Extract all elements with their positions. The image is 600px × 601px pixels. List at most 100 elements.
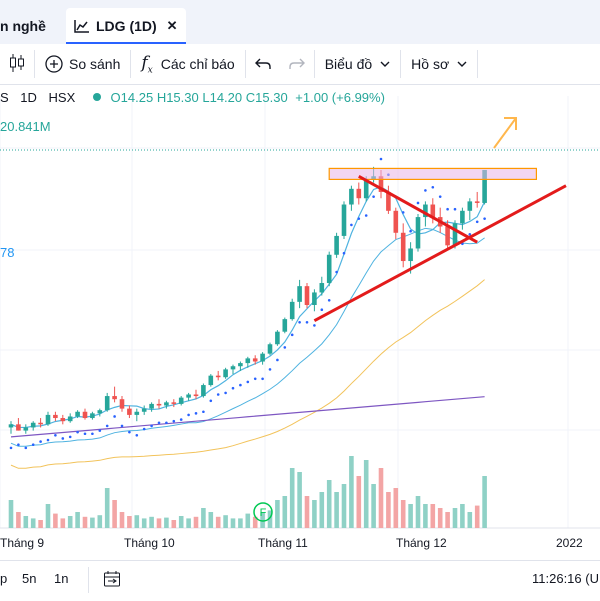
chevron-down-icon bbox=[457, 61, 467, 67]
volume-bar bbox=[437, 508, 443, 528]
candle-body bbox=[16, 424, 21, 431]
clock-time: 11:26:16 (U bbox=[532, 571, 599, 586]
candle-body bbox=[8, 424, 14, 428]
range-button-1n[interactable]: 1n bbox=[54, 571, 69, 586]
sar-dot bbox=[179, 418, 183, 421]
candle-body bbox=[23, 427, 29, 431]
high-value: H15.30 bbox=[156, 90, 199, 105]
candle-body bbox=[119, 399, 125, 409]
x-tick-label: Tháng 9 bbox=[0, 536, 44, 550]
sar-dot bbox=[216, 393, 220, 396]
volume-bar bbox=[252, 516, 258, 528]
candle-body bbox=[208, 375, 214, 386]
sar-dot bbox=[379, 157, 383, 161]
volume-bar bbox=[312, 500, 317, 528]
candle-body bbox=[186, 394, 191, 398]
volume-bar bbox=[112, 500, 117, 528]
volume-bar bbox=[119, 512, 125, 528]
volume-bar bbox=[149, 516, 154, 528]
tab-ldg[interactable]: LDG (1D) ✕ bbox=[66, 8, 186, 44]
volume-bar bbox=[171, 520, 177, 528]
sar-dot bbox=[446, 207, 449, 211]
candle-body bbox=[275, 331, 280, 345]
volume-bar bbox=[201, 508, 206, 528]
candle-body bbox=[67, 416, 73, 422]
volume-bar bbox=[289, 468, 295, 528]
candle-body bbox=[38, 422, 43, 425]
toolbar-separator bbox=[244, 50, 246, 78]
candle-body bbox=[415, 217, 421, 249]
sar-dot bbox=[135, 434, 139, 437]
volume-bar bbox=[245, 513, 251, 528]
sar-dot bbox=[105, 424, 109, 428]
volume-bar bbox=[16, 512, 21, 528]
sar-dot bbox=[468, 233, 472, 236]
price-chart[interactable]: F Tháng 9 Tháng 10 Tháng 11 Tháng 12 2022 bbox=[0, 84, 600, 560]
volume-bar bbox=[326, 480, 332, 528]
volume-bar bbox=[23, 516, 29, 528]
sar-dot bbox=[113, 415, 116, 418]
event-marker-label: F bbox=[260, 507, 267, 519]
candle-body bbox=[238, 363, 243, 367]
candle-body bbox=[363, 179, 369, 199]
support-trendline bbox=[313, 184, 567, 323]
volume-bar bbox=[45, 504, 51, 528]
sar-dot bbox=[401, 211, 405, 214]
indicators-button[interactable]: fx Các chỉ báo bbox=[131, 44, 244, 84]
candle-body bbox=[156, 403, 162, 406]
candle-body bbox=[245, 358, 251, 364]
range-button-p[interactable]: p bbox=[0, 571, 8, 586]
sar-dot bbox=[416, 201, 420, 205]
undo-button[interactable] bbox=[246, 44, 280, 84]
sar-dot bbox=[372, 195, 375, 198]
tab-industry[interactable]: n nghề bbox=[0, 8, 46, 44]
area-chart-icon bbox=[74, 19, 90, 33]
candle-body bbox=[60, 418, 66, 422]
sar-dot bbox=[9, 446, 13, 450]
chart-legend: S 1D HSX O14.25 H15.30 L14.20 C15.30 +1.… bbox=[0, 90, 385, 105]
close-icon[interactable]: ✕ bbox=[166, 18, 178, 33]
candle-body bbox=[75, 411, 80, 417]
compare-button[interactable]: So sánh bbox=[35, 44, 130, 84]
x-tick-label: Tháng 12 bbox=[396, 536, 447, 550]
calendar-range-icon[interactable] bbox=[103, 570, 121, 588]
candle-body bbox=[334, 235, 339, 255]
chevron-down-icon bbox=[380, 61, 390, 67]
sar-dot bbox=[172, 419, 176, 423]
sar-dot bbox=[91, 432, 94, 436]
parabolic-sar bbox=[9, 157, 486, 450]
candle-body bbox=[104, 396, 110, 411]
indicators-label: Các chỉ báo bbox=[160, 56, 235, 72]
candle-body bbox=[393, 210, 399, 233]
candle-body bbox=[223, 369, 228, 378]
candle-body bbox=[349, 188, 354, 205]
volume-bar bbox=[400, 500, 406, 528]
volume-bar bbox=[393, 488, 399, 528]
range-button-5n[interactable]: 5n bbox=[22, 571, 37, 586]
chart-menu-button[interactable]: Biểu đồ bbox=[315, 44, 400, 84]
redo-button[interactable] bbox=[280, 44, 314, 84]
candle-body bbox=[460, 210, 465, 224]
volume-bar bbox=[467, 512, 473, 528]
profile-menu-button[interactable]: Hồ sơ bbox=[401, 44, 477, 84]
volume-bar bbox=[423, 504, 428, 528]
volume-bar bbox=[482, 476, 487, 528]
toolbar-separator bbox=[130, 50, 132, 78]
candle-body bbox=[356, 188, 362, 199]
candle-body bbox=[45, 414, 51, 425]
close-value: C15.30 bbox=[245, 90, 288, 105]
volume-bar bbox=[267, 510, 273, 528]
sar-dot bbox=[17, 443, 20, 447]
volume-bar bbox=[349, 456, 354, 528]
candle-body bbox=[230, 366, 236, 370]
bottom-separator bbox=[88, 567, 89, 593]
volume-bar bbox=[319, 492, 325, 528]
candle-body bbox=[82, 411, 88, 419]
sar-dot bbox=[54, 434, 57, 437]
volume-bar bbox=[363, 460, 369, 528]
volume-bar bbox=[53, 513, 58, 528]
volume-value: 20.841M bbox=[0, 119, 51, 134]
profile-menu-label: Hồ sơ bbox=[411, 56, 450, 72]
chart-style-button[interactable] bbox=[0, 44, 34, 84]
redo-icon bbox=[288, 57, 306, 71]
